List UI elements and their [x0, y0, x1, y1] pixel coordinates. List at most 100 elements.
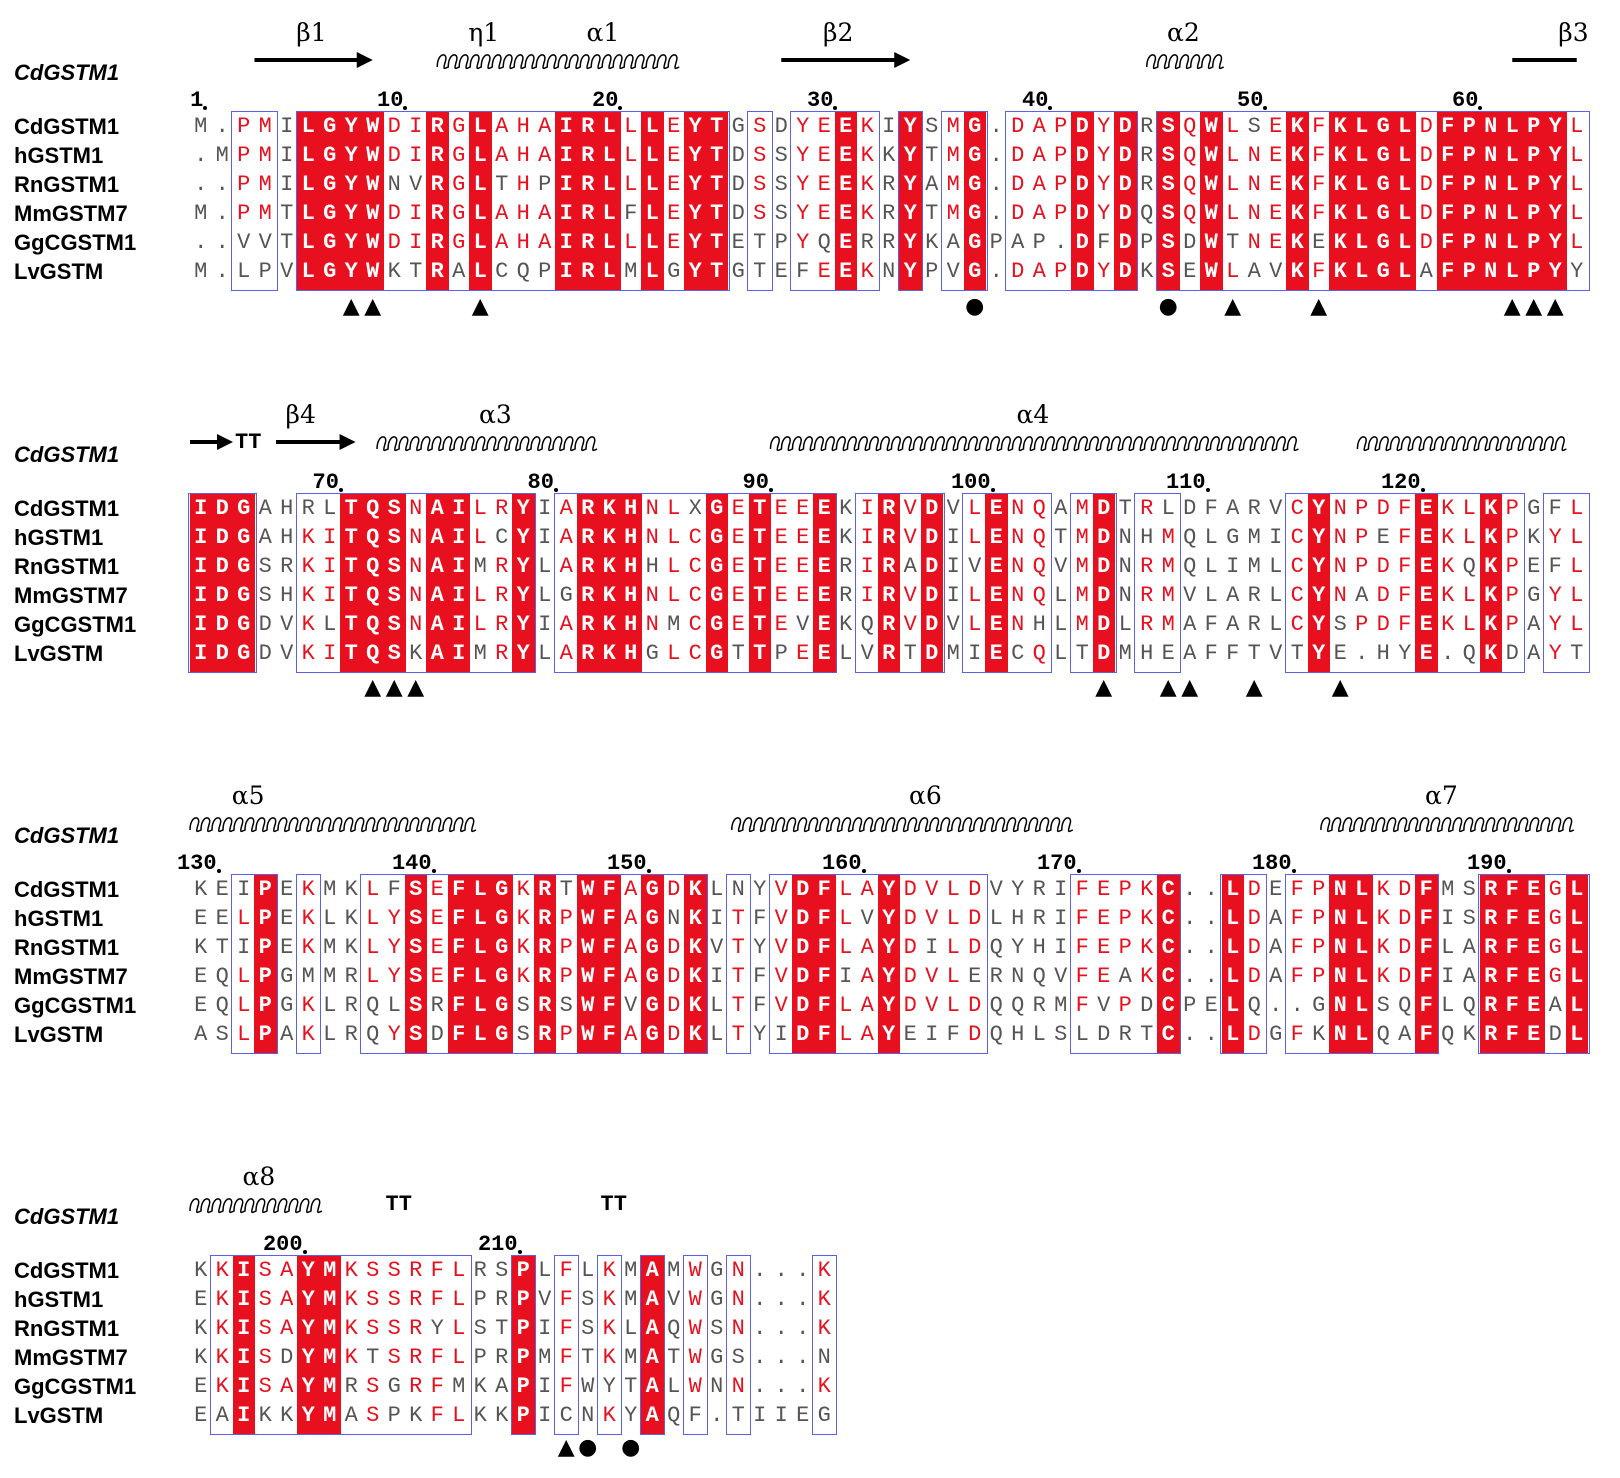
residue: F [1075, 993, 1089, 1018]
residue: K [1484, 641, 1498, 666]
similarity-box [725, 874, 751, 1054]
residue: R [1140, 172, 1154, 197]
helix-coil [189, 817, 477, 833]
residue: A [1032, 143, 1046, 168]
residue: L [602, 201, 616, 226]
residue: E [1527, 906, 1541, 931]
residue: N [1333, 496, 1347, 521]
residue: A [624, 935, 638, 960]
residue: R [581, 114, 595, 139]
residue: Y [903, 172, 917, 197]
conserved-column-background [1307, 494, 1330, 672]
residue: L [473, 172, 487, 197]
residue: R [882, 554, 896, 579]
secondary-structure-label: α8 [242, 1162, 276, 1191]
residue: F [452, 935, 466, 960]
residue: E [817, 554, 831, 579]
residue: M [258, 114, 272, 139]
residue: S [774, 143, 788, 168]
residue: S [215, 1022, 229, 1047]
conserved-column-background [920, 494, 943, 672]
residue: F [753, 993, 767, 1018]
residue: P [387, 1403, 401, 1428]
residue: V [860, 906, 874, 931]
residue: V [774, 935, 788, 960]
residue: P [1054, 172, 1068, 197]
residue: N [581, 1403, 595, 1428]
residue: K [602, 496, 616, 521]
residue: M [258, 201, 272, 226]
reference-protein-label: CdGSTM1 [14, 442, 120, 467]
residue: K [860, 259, 874, 284]
residue: E [731, 612, 745, 637]
residue: T [366, 1345, 380, 1370]
residue: N [1247, 172, 1261, 197]
residue: T [753, 525, 767, 550]
residue: L [1570, 554, 1584, 579]
triangle-marker: ▲ [1159, 675, 1177, 700]
residue: F [1548, 496, 1562, 521]
residue: A [495, 143, 509, 168]
residue: C [1161, 906, 1175, 931]
residue: K [215, 1345, 229, 1370]
residue: Y [1097, 172, 1111, 197]
residue: Q [1183, 554, 1197, 579]
residue: Y [688, 230, 702, 255]
residue: L [1355, 114, 1369, 139]
residue: M [258, 172, 272, 197]
secondary-structure-label: β3 [1558, 18, 1589, 47]
similarity-box [295, 874, 321, 1054]
residue: V [258, 230, 272, 255]
residue: S [774, 201, 788, 226]
residue: G [237, 583, 251, 608]
residue: D [215, 583, 229, 608]
conserved-column-background [232, 1256, 255, 1434]
residue: . [753, 1316, 767, 1341]
residue: G [645, 935, 659, 960]
residue: Y [882, 877, 896, 902]
residue-number-tick [833, 106, 838, 110]
conserved-column-background [641, 1256, 664, 1434]
residue: . [796, 1374, 810, 1399]
residue: Y [688, 172, 702, 197]
residue: A [624, 906, 638, 931]
residue: L [1570, 993, 1584, 1018]
species-label: GgCGSTM1 [14, 230, 137, 255]
residue: A [1054, 496, 1068, 521]
residue: D [731, 172, 745, 197]
residue: Y [1548, 230, 1562, 255]
residue: K [1333, 230, 1347, 255]
residue: I [280, 172, 294, 197]
residue: D [1075, 201, 1089, 226]
residue: G [710, 1287, 724, 1312]
residue: P [1032, 230, 1046, 255]
residue: I [774, 1022, 788, 1047]
residue: T [710, 230, 724, 255]
residue: D [1075, 143, 1089, 168]
residue: L [1462, 496, 1476, 521]
reference-protein-label: CdGSTM1 [14, 1204, 120, 1229]
residue: W [581, 877, 595, 902]
residue: D [968, 906, 982, 931]
residue: E [430, 964, 444, 989]
residue: V [1269, 496, 1283, 521]
residue: G [968, 143, 982, 168]
secondary-structure-label: α4 [1016, 400, 1050, 429]
residue: M [667, 612, 681, 637]
residue: A [1118, 964, 1132, 989]
residue: E [280, 877, 294, 902]
residue: E [796, 641, 810, 666]
residue: P [1505, 612, 1519, 637]
residue: S [516, 993, 530, 1018]
residue: K [839, 496, 853, 521]
residue: K [882, 143, 896, 168]
residue: N [409, 612, 423, 637]
residue: L [968, 525, 982, 550]
residue: P [516, 1374, 530, 1399]
conserved-column-background [1565, 875, 1588, 1053]
residue: K [1484, 525, 1498, 550]
residue: F [1312, 259, 1326, 284]
residue: L [1441, 993, 1455, 1018]
residue: P [258, 259, 272, 284]
residue: C [1290, 525, 1304, 550]
